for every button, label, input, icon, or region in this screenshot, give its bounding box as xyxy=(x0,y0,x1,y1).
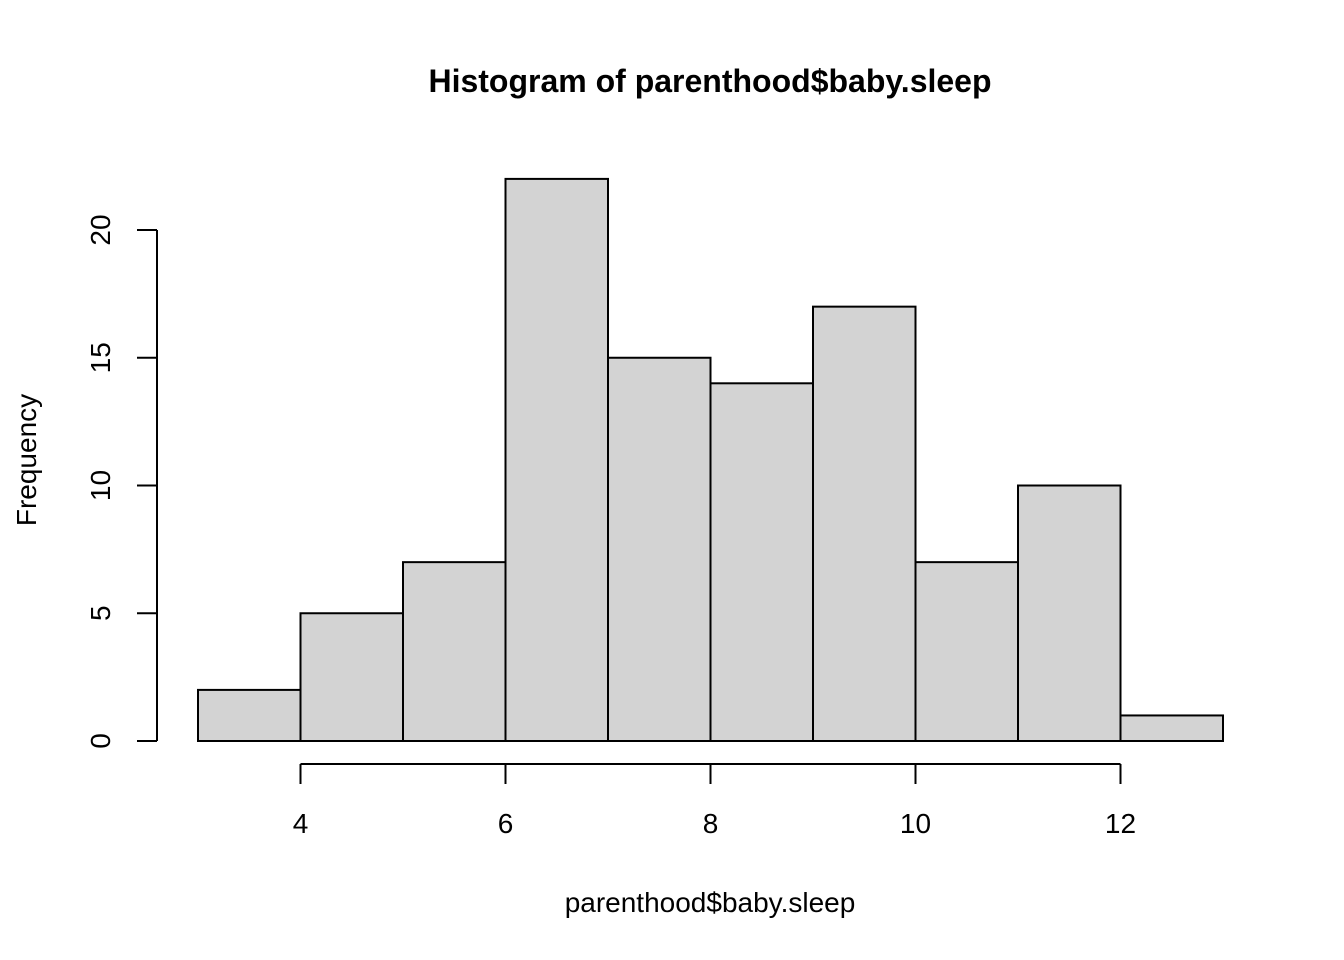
histogram-bar xyxy=(402,561,507,743)
histogram-bar xyxy=(1119,714,1224,743)
y-tick-label: 20 xyxy=(85,214,116,245)
y-tick-label: 0 xyxy=(85,733,116,749)
histogram-bar xyxy=(197,688,302,743)
histogram-bar xyxy=(914,561,1019,743)
histogram-bar xyxy=(607,356,712,742)
x-tick-label: 10 xyxy=(900,808,931,839)
x-axis: 4 6 8 10 12 xyxy=(293,763,1136,839)
histogram-bar xyxy=(504,177,609,742)
y-axis: 0 5 10 15 20 xyxy=(85,214,158,749)
y-axis-label: Frequency xyxy=(11,394,42,526)
x-axis-label: parenthood$baby.sleep xyxy=(565,887,856,918)
y-tick-label: 15 xyxy=(85,342,116,373)
histogram-bar xyxy=(812,305,917,742)
x-tick-label: 12 xyxy=(1105,808,1136,839)
y-tick-label: 5 xyxy=(85,605,116,621)
histogram-bar xyxy=(299,612,404,742)
chart-title: Histogram of parenthood$baby.sleep xyxy=(428,63,991,99)
y-tick-label: 10 xyxy=(85,470,116,501)
x-tick-label: 4 xyxy=(293,808,309,839)
histogram-bar xyxy=(1017,484,1122,742)
histogram-bar xyxy=(709,382,814,742)
x-tick-label: 6 xyxy=(498,808,514,839)
x-tick-label: 8 xyxy=(703,808,719,839)
bars-group xyxy=(197,177,1224,743)
